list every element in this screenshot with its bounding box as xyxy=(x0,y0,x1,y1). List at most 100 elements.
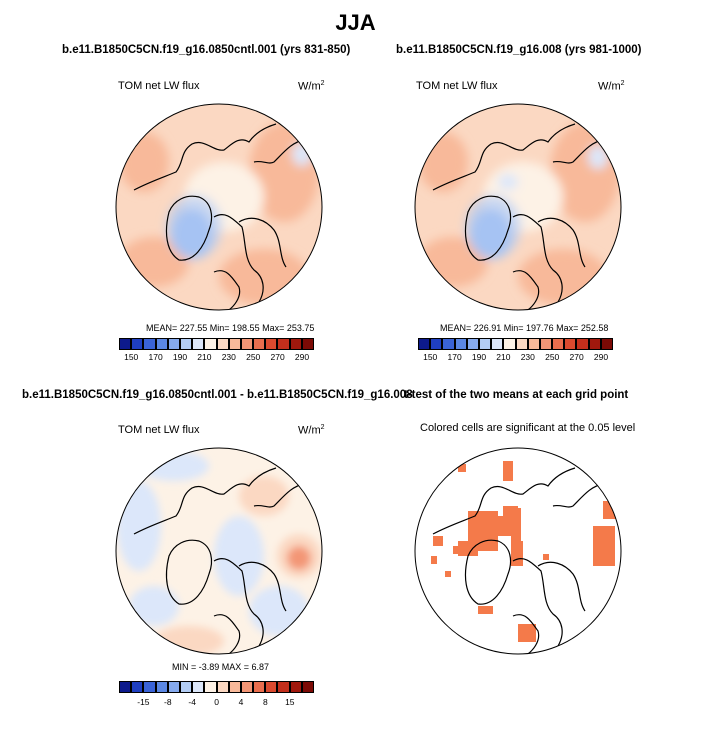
colorbar-swatch xyxy=(301,338,314,350)
colorbar-swatch xyxy=(131,338,144,350)
panel1-map xyxy=(115,103,323,311)
colorbar-tick-label: 230 xyxy=(221,352,236,362)
colorbar-swatch xyxy=(515,338,528,350)
colorbar-swatch xyxy=(265,681,278,693)
colorbar-swatch xyxy=(503,338,516,350)
colorbar-tick-label: 270 xyxy=(270,352,285,362)
colorbar-tick-label: -8 xyxy=(164,697,172,707)
colorbar-tick-label: 15 xyxy=(285,697,295,707)
colorbar-swatch xyxy=(240,681,254,693)
colorbar-swatch xyxy=(265,338,278,350)
panel2-colorbar xyxy=(418,338,613,350)
cool-region xyxy=(139,451,209,481)
colorbar-swatch xyxy=(466,338,479,350)
warm-region xyxy=(154,626,224,654)
colorbar-swatch xyxy=(204,681,217,693)
colorbar-swatch xyxy=(289,681,302,693)
panel2-stats: MEAN= 226.91 Min= 197.76 Max= 252.58 xyxy=(440,323,609,333)
colorbar-tick-label: 170 xyxy=(148,352,163,362)
colorbar-swatch xyxy=(564,338,577,350)
colorbar-tick-label: 230 xyxy=(520,352,535,362)
colorbar-swatch xyxy=(155,338,168,350)
colorbar-swatch xyxy=(204,338,217,350)
panel1-variable: TOM net LW flux xyxy=(118,80,200,92)
colorbar-swatch xyxy=(576,338,589,350)
cool-region xyxy=(117,481,161,571)
panel1-units: W/m2 xyxy=(298,80,325,93)
colorbar-tick-label: 8 xyxy=(263,697,268,707)
colorbar-swatch xyxy=(131,681,144,693)
colorbar-tick-label: 150 xyxy=(124,352,139,362)
colorbar-tick-label: 190 xyxy=(172,352,188,362)
cold-region xyxy=(166,195,222,259)
panel2-map xyxy=(414,103,622,311)
colorbar-tick-label: 170 xyxy=(447,352,462,362)
colorbar-swatch xyxy=(442,338,455,350)
colorbar-swatch xyxy=(228,681,241,693)
cool-region xyxy=(129,586,179,626)
colorbar-swatch xyxy=(552,338,565,350)
warm-region xyxy=(219,249,309,305)
coastlines xyxy=(133,467,305,654)
panel1-case-title: b.e11.B1850C5CN.f19_g16.0850cntl.001 (yr… xyxy=(62,44,351,56)
colorbar-swatch xyxy=(119,338,132,350)
colorbar-swatch xyxy=(240,338,254,350)
colorbar-swatch xyxy=(301,681,314,693)
colorbar-swatch xyxy=(600,338,613,350)
panel1-stats: MEAN= 227.55 Min= 198.55 Max= 253.75 xyxy=(146,323,315,333)
colorbar-swatch xyxy=(167,338,180,350)
coastlines xyxy=(432,123,604,310)
colorbar-swatch xyxy=(539,338,553,350)
cool-region xyxy=(249,586,309,636)
colorbar-tick-label: -15 xyxy=(137,697,150,707)
coastlines xyxy=(133,123,305,310)
colorbar-swatch xyxy=(491,338,504,350)
colorbar-swatch xyxy=(478,338,492,350)
colorbar-tick-label: 150 xyxy=(423,352,438,362)
colorbar-swatch xyxy=(167,681,180,693)
panel3-colorbar xyxy=(119,681,314,693)
warm-region xyxy=(518,249,608,305)
colorbar-tick-label: 4 xyxy=(238,697,244,707)
cold-region xyxy=(465,195,521,259)
panel3-map xyxy=(115,447,323,655)
cool-region xyxy=(588,145,608,169)
colorbar-swatch xyxy=(119,681,132,693)
colorbar-swatch xyxy=(253,338,266,350)
colorbar-tick-label: 210 xyxy=(496,352,511,362)
colorbar-swatch xyxy=(143,338,156,350)
colorbar-swatch xyxy=(192,338,205,350)
cool-region xyxy=(214,516,264,596)
colorbar-tick-label: 270 xyxy=(569,352,584,362)
colorbar-swatch xyxy=(289,338,302,350)
panel2-units: W/m2 xyxy=(598,80,625,93)
colorbar-tick-label: 250 xyxy=(246,352,261,362)
colorbar-swatch xyxy=(179,681,193,693)
colorbar-swatch xyxy=(418,338,431,350)
colorbar-swatch xyxy=(253,681,266,693)
panel3-stats: MIN = -3.89 MAX = 6.87 xyxy=(172,662,270,672)
significant-cells xyxy=(431,461,617,642)
colorbar-swatch xyxy=(216,338,229,350)
colorbar-tick-label: -4 xyxy=(188,697,196,707)
warm-region xyxy=(239,476,289,516)
colorbar-swatch xyxy=(588,338,601,350)
figure-title: JJA xyxy=(335,10,376,35)
colorbar-swatch xyxy=(454,338,467,350)
colorbar-tick-label: 250 xyxy=(545,352,560,362)
coastlines xyxy=(432,467,604,654)
colorbar-swatch xyxy=(277,681,290,693)
panel4-map xyxy=(414,447,622,655)
panel3-variable: TOM net LW flux xyxy=(118,424,200,436)
panel2-variable: TOM net LW flux xyxy=(416,80,498,92)
colorbar-tick-label: 290 xyxy=(593,352,609,362)
panel4-variable: Colored cells are significant at the 0.0… xyxy=(420,422,636,434)
colorbar-tick-label: 190 xyxy=(471,352,487,362)
colorbar-swatch xyxy=(216,681,229,693)
colorbar-tick-label: 0 xyxy=(214,697,219,707)
panel3-case-title: b.e11.B1850C5CN.f19_g16.0850cntl.001 - b… xyxy=(22,389,413,401)
colorbar-swatch xyxy=(527,338,540,350)
colorbar-tick-label: 290 xyxy=(294,352,310,362)
warm-region xyxy=(287,546,311,570)
colorbar-swatch xyxy=(277,338,290,350)
